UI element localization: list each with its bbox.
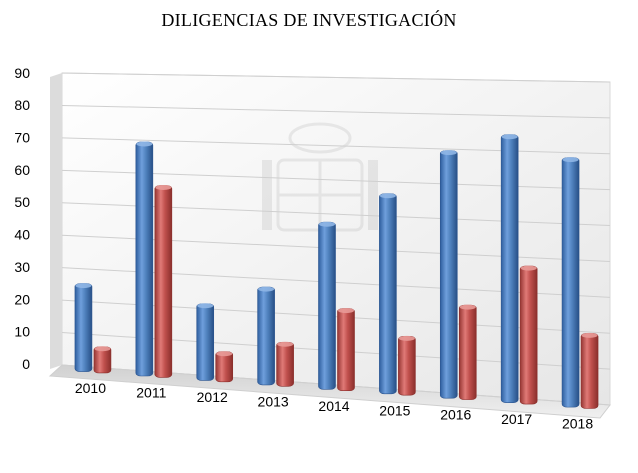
- bar-top: [319, 221, 335, 227]
- bar-top: [338, 308, 354, 314]
- bar: [135, 141, 154, 377]
- bar: [458, 304, 477, 400]
- gridline: [61, 104, 611, 119]
- bar: [561, 157, 580, 408]
- bar-body: [439, 150, 458, 399]
- gridline: [61, 332, 611, 370]
- bar-body: [276, 341, 294, 387]
- x-tick-label: 2017: [501, 411, 532, 427]
- bar-body: [580, 333, 599, 409]
- side-wall: [50, 73, 62, 369]
- bar-top: [520, 265, 537, 271]
- bar: [257, 286, 275, 386]
- y-tick-label: 70: [14, 129, 30, 145]
- bar-top: [75, 283, 92, 289]
- bar-top: [398, 335, 415, 341]
- bar-body: [257, 286, 275, 386]
- bar: [93, 346, 112, 374]
- chart-title: DILIGENCIAS DE INVESTIGACIÓN: [161, 9, 456, 30]
- bar-body: [561, 157, 580, 408]
- bar-top: [379, 193, 396, 199]
- bar-top: [216, 351, 233, 357]
- bar: [500, 134, 519, 403]
- bar-body: [74, 283, 93, 372]
- gridline: [61, 137, 611, 155]
- bar: [154, 185, 173, 378]
- bar-body: [500, 134, 519, 403]
- x-tick-label: 2016: [440, 407, 471, 423]
- y-tick-label: 80: [14, 97, 30, 113]
- bar-top: [94, 346, 111, 352]
- y-tick-label: 0: [22, 356, 30, 372]
- bar: [519, 265, 538, 405]
- bar: [439, 150, 458, 399]
- x-tick-label: 2010: [75, 380, 106, 396]
- bar-body: [196, 303, 215, 381]
- bar-body: [318, 221, 336, 390]
- bar-body: [398, 336, 416, 396]
- bar-body: [154, 185, 173, 378]
- x-tick-label: 2012: [197, 389, 228, 405]
- y-tick-label: 30: [14, 259, 30, 275]
- gridlines: [61, 72, 611, 406]
- crest-watermark: [262, 122, 378, 232]
- bar: [215, 351, 234, 383]
- y-tick-label: 50: [14, 194, 30, 210]
- gridline: [61, 202, 611, 227]
- bar-top: [581, 332, 598, 338]
- gridline: [61, 364, 611, 406]
- x-tick-label: 2018: [562, 416, 593, 432]
- bar-top: [197, 303, 214, 309]
- gridline: [61, 169, 611, 191]
- bar-top: [258, 286, 275, 292]
- y-tick-label: 90: [14, 65, 30, 81]
- gridline: [61, 234, 611, 262]
- x-tick-label: 2014: [318, 398, 349, 414]
- bar-top: [136, 141, 153, 147]
- bar-top: [440, 150, 457, 156]
- bar-top: [459, 304, 476, 310]
- x-tick-label: 2011: [136, 385, 166, 401]
- bar: [74, 283, 93, 372]
- bar-top: [277, 341, 294, 347]
- x-axis-labels: 2010 2011 2012 2013 2014 2015 2016 2017 2018: [75, 380, 593, 432]
- bar: [379, 193, 397, 395]
- bar: [276, 341, 294, 387]
- x-tick-label: 2015: [379, 402, 410, 418]
- y-axis-ticks: 0 10 20 30 40 50 60 70 80 90: [14, 65, 30, 372]
- bar: [196, 303, 215, 381]
- bar-body: [135, 141, 154, 377]
- gridline: [61, 267, 611, 298]
- bar-top: [501, 134, 518, 140]
- y-tick-label: 20: [14, 291, 30, 307]
- bar: [398, 335, 416, 396]
- y-tick-label: 40: [14, 227, 30, 243]
- bar: [580, 332, 599, 409]
- bar-body: [458, 304, 477, 400]
- bar-top: [562, 157, 579, 163]
- gridline: [61, 299, 611, 334]
- bar-body: [337, 308, 355, 392]
- y-tick-label: 60: [14, 162, 30, 178]
- bar-body: [519, 265, 538, 405]
- gridline: [61, 72, 611, 83]
- bars: [74, 134, 599, 409]
- bar: [318, 221, 336, 390]
- bar-body: [379, 193, 397, 395]
- bar-body: [215, 351, 234, 383]
- bar: [337, 308, 355, 392]
- bar-top: [155, 185, 172, 191]
- y-tick-label: 10: [14, 324, 30, 340]
- x-tick-label: 2013: [258, 393, 289, 409]
